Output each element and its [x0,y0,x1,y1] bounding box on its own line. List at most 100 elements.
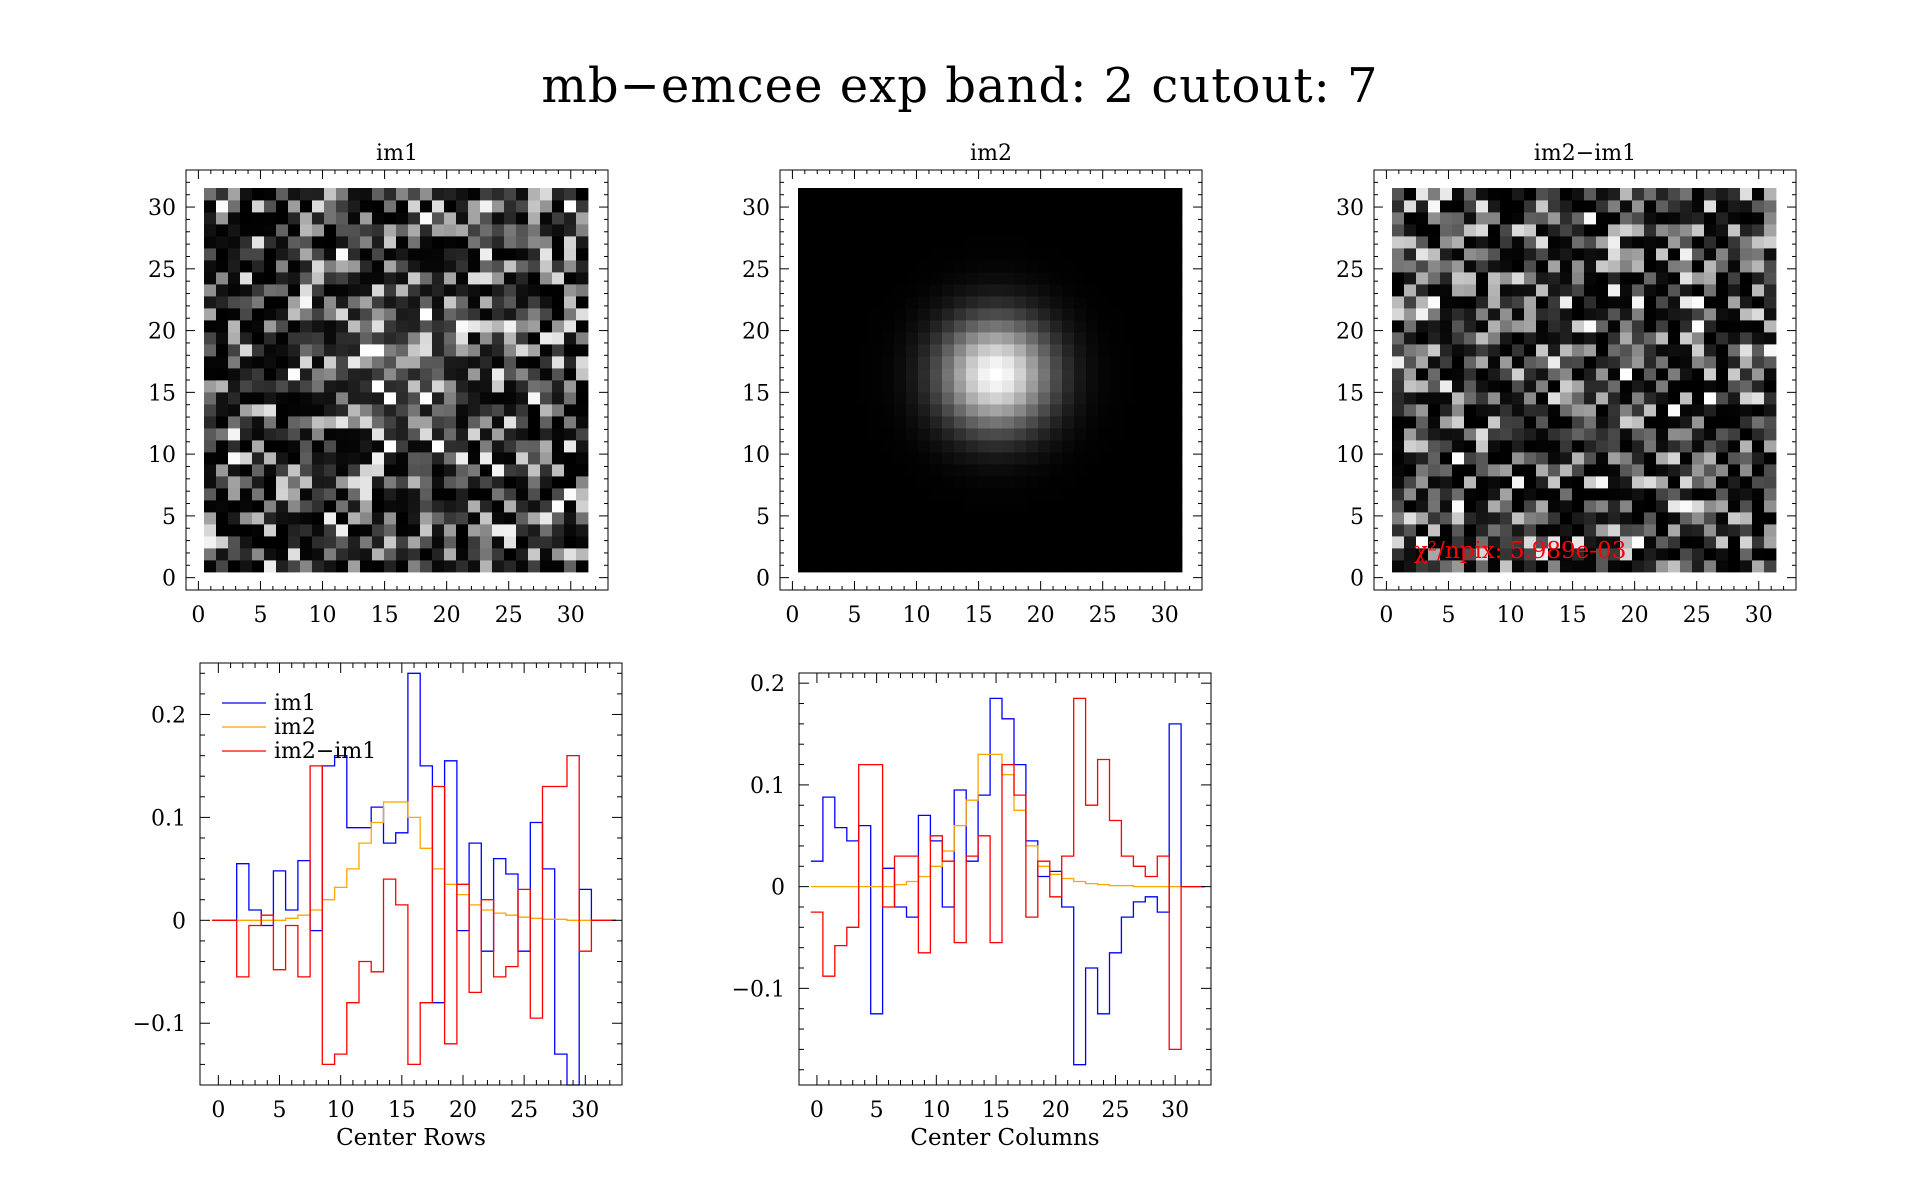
pixel [552,320,565,333]
pixel [858,200,871,213]
pixel [1548,440,1561,453]
pixel [420,368,433,381]
pixel [1014,380,1027,393]
pixel [942,464,955,477]
pixel [516,392,529,405]
pixel [870,488,883,501]
pixel [1692,440,1705,453]
pixel [930,440,943,453]
pixel [276,260,289,273]
pixel [1158,200,1171,213]
pixel [300,296,313,309]
pixel [288,188,301,201]
pixel [456,344,469,357]
pixel [1488,356,1501,369]
pixel [846,560,859,573]
pixel [1608,452,1621,465]
pixel [1728,200,1741,213]
pixel [1134,248,1147,261]
pixel [1752,344,1765,357]
pixel [372,224,385,237]
pixel [432,248,445,261]
pixel [504,464,517,477]
pixel [492,284,505,297]
pixel [576,464,589,477]
pixel [240,500,253,513]
pixel [1632,368,1645,381]
pixel [420,272,433,285]
pixel [216,464,229,477]
pixel [516,296,529,309]
pixel [1680,488,1693,501]
pixel [1668,320,1681,333]
pixel [1728,296,1741,309]
pixel [978,548,991,561]
pixel [1572,224,1585,237]
pixel [1740,380,1753,393]
pixel [540,308,553,321]
pixel [1656,272,1669,285]
pixel [1596,296,1609,309]
pixel [1122,452,1135,465]
pixel [396,440,409,453]
pixel [492,200,505,213]
pixel [408,308,421,321]
pixel [1752,512,1765,525]
pixel [396,428,409,441]
pixel [846,368,859,381]
pixel [204,536,217,549]
pixel [894,236,907,249]
pixel [1596,536,1609,549]
pixel [1656,260,1669,273]
pixel [1752,236,1765,249]
pixel [1014,260,1027,273]
pixel [1464,476,1477,489]
pixel [1464,368,1477,381]
pixel [1500,212,1513,225]
pixel [1716,416,1729,429]
pixel [978,512,991,525]
x-tick-label: 5 [870,1098,884,1123]
pixel [1488,488,1501,501]
pixel [1644,320,1657,333]
pixel [1038,404,1051,417]
pixel [822,536,835,549]
pixel [1002,524,1015,537]
pixel [480,416,493,429]
pixel [990,320,1003,333]
pixel [1134,500,1147,513]
x-tick-label: 5 [273,1098,287,1123]
pixel [372,188,385,201]
pixel [1596,512,1609,525]
pixel [1512,476,1525,489]
pixel [810,524,823,537]
pixel [456,200,469,213]
pixel [1158,308,1171,321]
pixel [228,320,241,333]
pixel [360,272,373,285]
pixel [1488,224,1501,237]
pixel [822,500,835,513]
pixel [1692,272,1705,285]
pixel [384,212,397,225]
pixel [942,476,955,489]
pixel [954,464,967,477]
pixel [1512,212,1525,225]
pixel [1752,452,1765,465]
pixel [1002,548,1015,561]
pixel [468,440,481,453]
pixel [1560,404,1573,417]
pixel [1740,236,1753,249]
legend-label: im1 [274,691,316,716]
y-tick-label: 0.2 [151,703,186,728]
pixel [228,560,241,573]
x-tick-label: 30 [1745,603,1773,628]
pixel [930,380,943,393]
y-tick-label: 30 [148,196,176,221]
pixel [1392,308,1405,321]
pixel [1464,500,1477,513]
pixel [1134,548,1147,561]
pixel [1548,356,1561,369]
pixel [516,524,529,537]
